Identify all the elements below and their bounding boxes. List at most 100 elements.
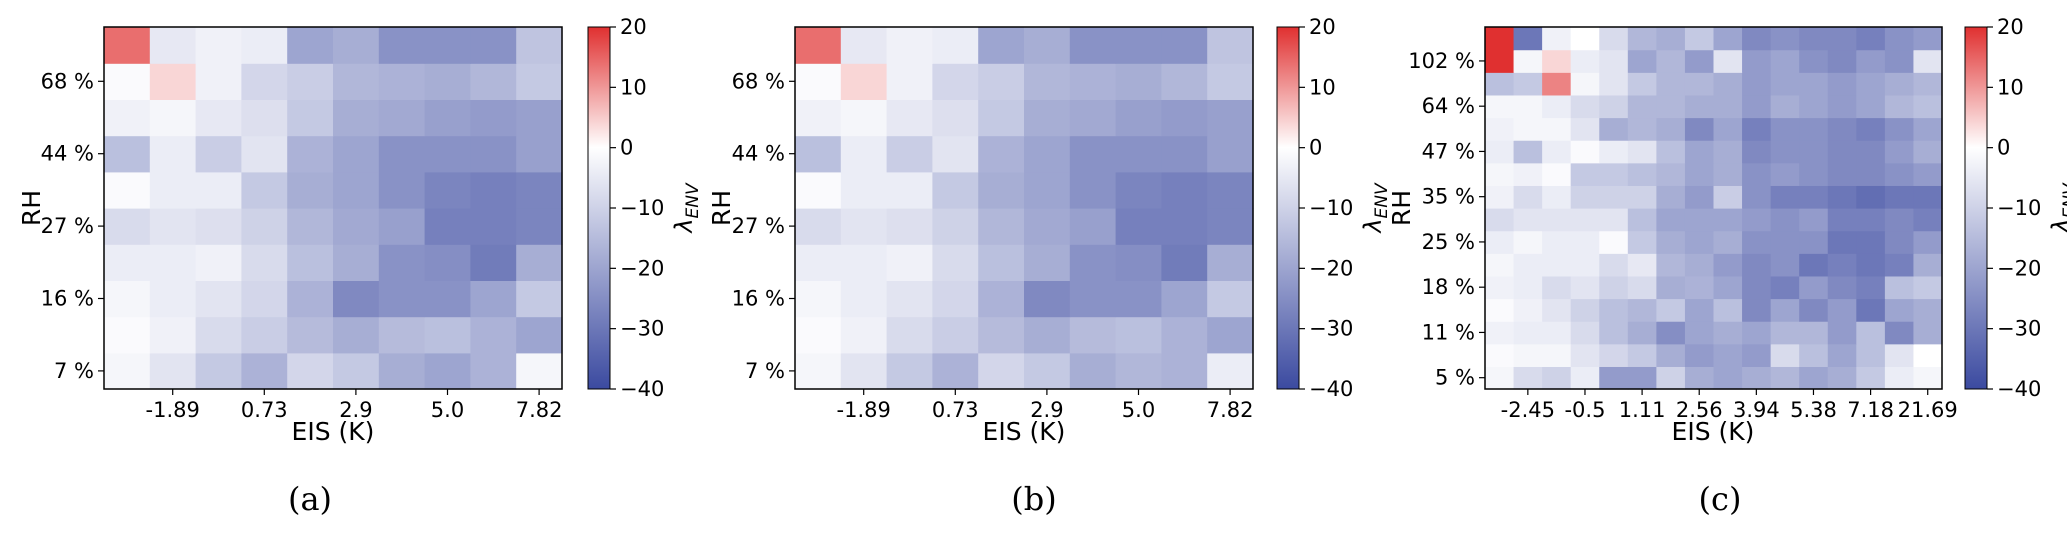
x-tick-label: -2.45: [1501, 398, 1555, 422]
colorbar-tick-label: 20: [1997, 15, 2024, 39]
heatmap-cell: [1024, 244, 1071, 281]
heatmap-cell: [840, 63, 888, 100]
heatmap-cell: [1513, 343, 1543, 367]
heatmap-cell: [1485, 27, 1515, 51]
heatmap-cell: [1713, 162, 1743, 186]
x-tick-label: 0.73: [241, 398, 288, 422]
colorbar-tick-label: −30: [1997, 317, 2041, 341]
heatmap-cell: [1713, 117, 1743, 141]
heatmap-cell: [1542, 275, 1572, 300]
heatmap-cell: [1513, 49, 1543, 73]
colorbar-tick-label: 10: [620, 75, 647, 99]
x-tick-label: 2.56: [1676, 398, 1723, 422]
heatmap-cell: [241, 63, 288, 100]
caption-c: (c): [1699, 480, 1742, 518]
heatmap-cell: [1542, 117, 1572, 141]
heatmap-cell: [1485, 140, 1515, 164]
heatmap-cell: [1627, 321, 1657, 345]
heatmap-cell: [333, 280, 380, 318]
y-axis-label-b: RH: [707, 190, 736, 226]
heatmap-cell: [1161, 135, 1208, 173]
heatmap-cell: [932, 171, 979, 209]
colorbar-label: λENV: [670, 182, 703, 235]
heatmap-cell: [104, 316, 151, 354]
heatmap-cell: [1713, 230, 1743, 254]
colorbar-tick-label: −10: [1997, 196, 2041, 220]
heatmap-cell: [1913, 94, 1943, 119]
heatmap-cell: [1599, 230, 1629, 254]
heatmap-cell: [1485, 275, 1515, 300]
heatmap-cell: [1884, 321, 1915, 345]
heatmap-cell: [1884, 94, 1915, 119]
heatmap-cell: [1884, 343, 1915, 367]
heatmap-cells-b: [795, 27, 1254, 390]
heatmap-cell: [1856, 321, 1886, 345]
heatmap-cell: [1742, 253, 1772, 277]
heatmap-cell: [1542, 321, 1572, 345]
heatmap-cell: [1513, 72, 1543, 96]
heatmap-cell: [1799, 253, 1829, 277]
heatmap-cell: [195, 208, 242, 245]
heatmap-cell: [1656, 117, 1686, 141]
heatmap-cell: [516, 63, 563, 100]
heatmap-cell: [333, 135, 380, 173]
heatmap-cell: [1799, 162, 1829, 186]
heatmap-cell: [424, 99, 471, 137]
heatmap-cell: [1599, 117, 1629, 141]
heatmap-cell: [104, 27, 151, 64]
heatmap-cell: [795, 352, 842, 390]
heatmap-cell: [287, 99, 334, 137]
y-axis-label-a: RH: [17, 190, 46, 226]
heatmap-cell: [1770, 343, 1800, 367]
heatmap-cell: [104, 135, 151, 173]
y-tick-label: 35 %: [1422, 185, 1475, 209]
heatmap-cell: [1684, 343, 1715, 367]
heatmap-cell: [795, 280, 842, 318]
heatmap-cell: [470, 244, 517, 281]
heatmap-cell: [886, 99, 933, 137]
heatmap-cell: [1115, 135, 1162, 173]
heatmap-cell: [1656, 343, 1686, 367]
heatmap-cell: [978, 352, 1025, 390]
heatmap-cell: [840, 208, 888, 245]
heatmap-cell: [1599, 366, 1629, 390]
heatmap-cell: [795, 63, 842, 100]
panel-b: -1.89 0.73 2.9 5.0 7.82 7 %16 %27 %44 %68 % …: [707, 15, 1392, 518]
heatmap-cell: [1115, 352, 1162, 390]
heatmap-cell: [1742, 72, 1772, 96]
y-tick-label: 44 %: [732, 142, 785, 166]
heatmap-cell: [1656, 49, 1686, 73]
heatmap-cell: [241, 244, 288, 281]
heatmap-cell: [1799, 27, 1829, 51]
x-tick-label: 7.18: [1847, 398, 1894, 422]
heatmap-cell: [470, 99, 517, 137]
heatmap-cell: [1627, 49, 1657, 73]
heatmap-cell: [287, 352, 334, 390]
heatmap-cell: [516, 244, 563, 281]
heatmap-cell: [1627, 94, 1657, 119]
heatmap-cell: [1069, 27, 1117, 64]
heatmap-cell: [149, 352, 197, 390]
heatmap-cell: [886, 244, 933, 281]
heatmap-cell: [1542, 298, 1572, 322]
colorbar-b: 20 10 0 −10 −20 −30 −40 λENV: [1276, 15, 1392, 401]
heatmap-cell: [1684, 275, 1715, 300]
heatmap-cell: [932, 280, 979, 318]
colorbar-tick-label: 10: [1997, 75, 2024, 99]
heatmap-cell: [470, 208, 517, 245]
heatmap-cell: [1827, 185, 1857, 209]
heatmap-cell: [1570, 343, 1600, 367]
heatmap-cell: [1656, 298, 1686, 322]
heatmap-cell: [1570, 49, 1600, 73]
heatmap-cell: [1207, 99, 1254, 137]
heatmap-cell: [1024, 316, 1071, 354]
heatmap-cell: [1684, 230, 1715, 254]
heatmap-cell: [1799, 49, 1829, 73]
heatmap-cell: [1827, 298, 1857, 322]
heatmap-cell: [1513, 298, 1543, 322]
x-tick-label: -1.89: [146, 398, 200, 422]
heatmap-cell: [1827, 140, 1857, 164]
heatmap-cell: [1713, 343, 1743, 367]
heatmap-cell: [1656, 275, 1686, 300]
heatmap-cell: [1884, 208, 1915, 232]
